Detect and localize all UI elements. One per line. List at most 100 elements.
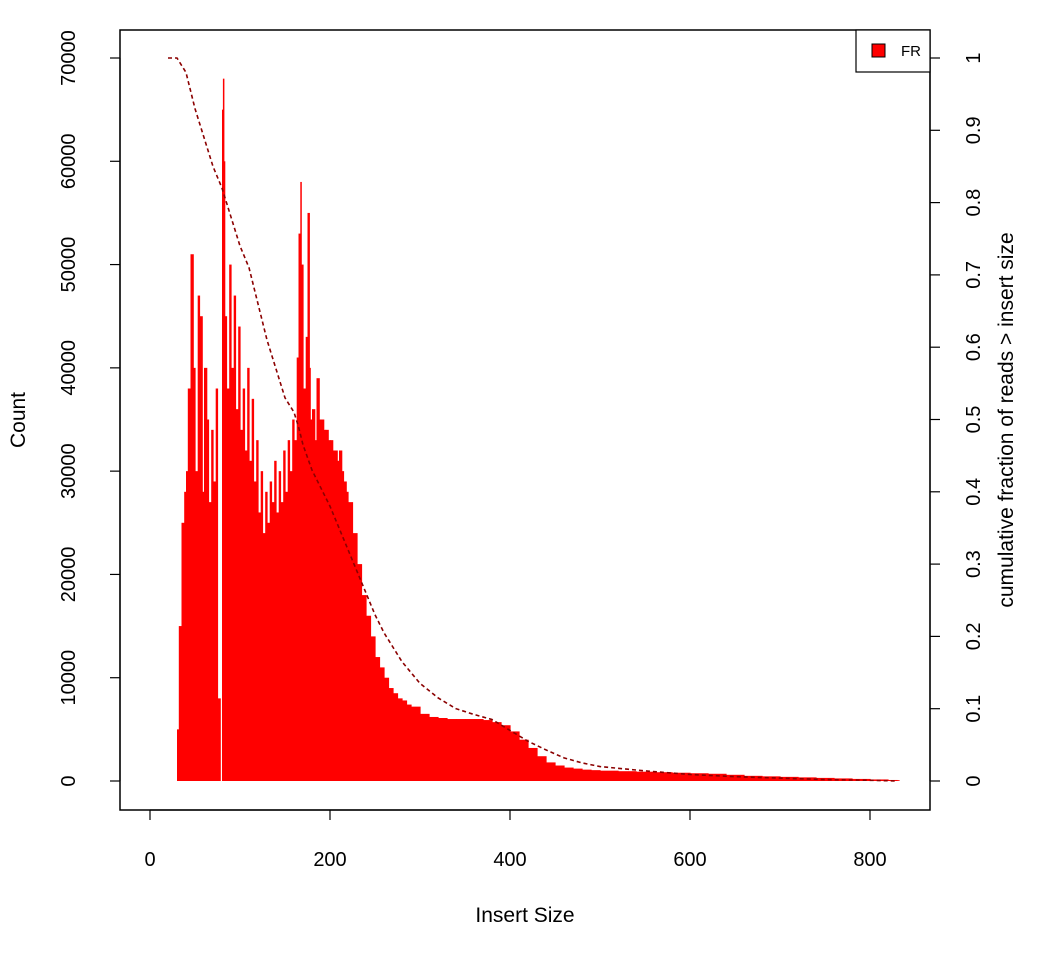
histogram-bar xyxy=(307,212,310,781)
histogram-bar xyxy=(816,777,835,781)
histogram-bar xyxy=(224,316,228,781)
histogram-bar xyxy=(287,440,291,781)
histogram-bar xyxy=(323,429,327,781)
y2-tick-label: 0.5 xyxy=(963,406,985,434)
y2-tick-label: 0.6 xyxy=(963,333,985,361)
histogram-bar xyxy=(253,481,257,781)
histogram-bar xyxy=(187,388,192,781)
histogram-bar xyxy=(393,693,399,781)
histogram-bar xyxy=(708,773,727,781)
histogram-bar xyxy=(314,440,318,781)
histogram-bar xyxy=(429,716,439,781)
histogram-bar xyxy=(222,78,225,781)
histogram-bar xyxy=(339,450,343,781)
histogram-bar xyxy=(309,367,311,781)
histogram-bar xyxy=(251,398,255,781)
histogram-bar xyxy=(213,481,217,781)
histogram-bar xyxy=(332,450,336,781)
histogram-bar xyxy=(330,440,334,781)
histogram-bar xyxy=(283,450,286,781)
histogram-bar xyxy=(226,388,230,781)
histogram-bar xyxy=(341,471,345,781)
histogram-bar xyxy=(262,533,266,781)
histogram-bar xyxy=(238,326,241,781)
histogram-bar xyxy=(208,502,212,781)
histogram-bar xyxy=(186,471,189,781)
y-tick-label: 40000 xyxy=(58,340,80,396)
histogram-bar xyxy=(348,502,354,781)
histogram-bar xyxy=(197,295,201,781)
histogram-bar xyxy=(285,491,289,781)
histogram-bar xyxy=(199,316,203,781)
histogram-bar xyxy=(397,698,403,781)
y-tick-label: 10000 xyxy=(58,650,80,706)
y2-tick-label: 0.2 xyxy=(963,622,985,650)
histogram-bar xyxy=(300,181,302,781)
histogram-bar xyxy=(249,460,253,781)
histogram-bar xyxy=(223,161,226,782)
histogram-bar xyxy=(294,440,298,781)
y2-tick-label: 1 xyxy=(963,52,985,63)
histogram-bar xyxy=(346,491,349,781)
x-tick-label: 600 xyxy=(673,849,706,871)
y-axis: 0 10000 20000 30000 40000 50000 60000 70000 xyxy=(58,30,121,787)
histogram-bar xyxy=(181,522,185,781)
histogram-bar xyxy=(298,233,301,782)
histogram-bar xyxy=(726,774,745,781)
histogram-bar xyxy=(177,729,180,781)
histogram-bar xyxy=(510,731,520,781)
histogram-bar xyxy=(233,295,237,781)
histogram-bar xyxy=(280,502,284,781)
y-tick-label: 0 xyxy=(58,775,80,786)
legend: FR xyxy=(855,29,931,73)
histogram-bar xyxy=(402,700,408,781)
histogram-bar xyxy=(215,388,219,781)
histogram-bar xyxy=(260,471,264,781)
histogram-bar xyxy=(438,718,448,781)
histogram-bar xyxy=(852,778,871,781)
y-tick-label: 70000 xyxy=(58,30,80,86)
histogram-bar xyxy=(537,756,547,781)
histogram-bar xyxy=(296,357,300,781)
legend-swatch-fr xyxy=(871,43,886,58)
histogram-bar xyxy=(247,367,250,781)
histogram-bar xyxy=(265,491,268,781)
histogram-bar xyxy=(256,440,259,781)
histogram-bar xyxy=(483,720,493,781)
histogram-bar xyxy=(184,491,187,781)
histogram-bar xyxy=(636,771,655,781)
histogram-bar xyxy=(204,367,208,781)
histogram-bar xyxy=(303,388,307,781)
histogram-bar xyxy=(654,772,673,781)
histogram-bar xyxy=(465,719,475,781)
histogram-bar xyxy=(211,429,214,781)
histogram-bar xyxy=(206,419,210,781)
histogram-bar xyxy=(292,419,295,781)
y2-tick-label: 0.9 xyxy=(963,116,985,144)
histogram-bar xyxy=(217,698,221,781)
histogram-bar xyxy=(744,775,763,781)
histogram-bar xyxy=(325,429,329,781)
histogram-bar xyxy=(190,254,194,782)
histogram-bar xyxy=(195,471,199,781)
histogram-bar xyxy=(278,471,282,781)
histogram-bar xyxy=(546,762,556,781)
histogram-bar xyxy=(388,688,394,781)
x-axis: 0 200 400 600 800 xyxy=(144,809,887,871)
histogram-bar xyxy=(334,450,338,781)
histogram-bar xyxy=(244,450,248,781)
histogram-bar xyxy=(379,667,385,781)
histogram-bar xyxy=(897,780,900,781)
histogram-bar xyxy=(343,481,347,781)
histogram-bar xyxy=(375,657,381,781)
y-tick-label: 30000 xyxy=(58,443,80,499)
histogram-bar xyxy=(267,522,271,781)
histogram-bar xyxy=(274,460,277,781)
histogram-bar xyxy=(618,771,637,781)
y2-tick-label: 0.7 xyxy=(963,261,985,289)
histogram-bar xyxy=(411,706,421,781)
histogram-bar xyxy=(528,747,538,781)
y2-tick-label: 0.1 xyxy=(963,695,985,723)
histogram-bar xyxy=(370,636,376,781)
